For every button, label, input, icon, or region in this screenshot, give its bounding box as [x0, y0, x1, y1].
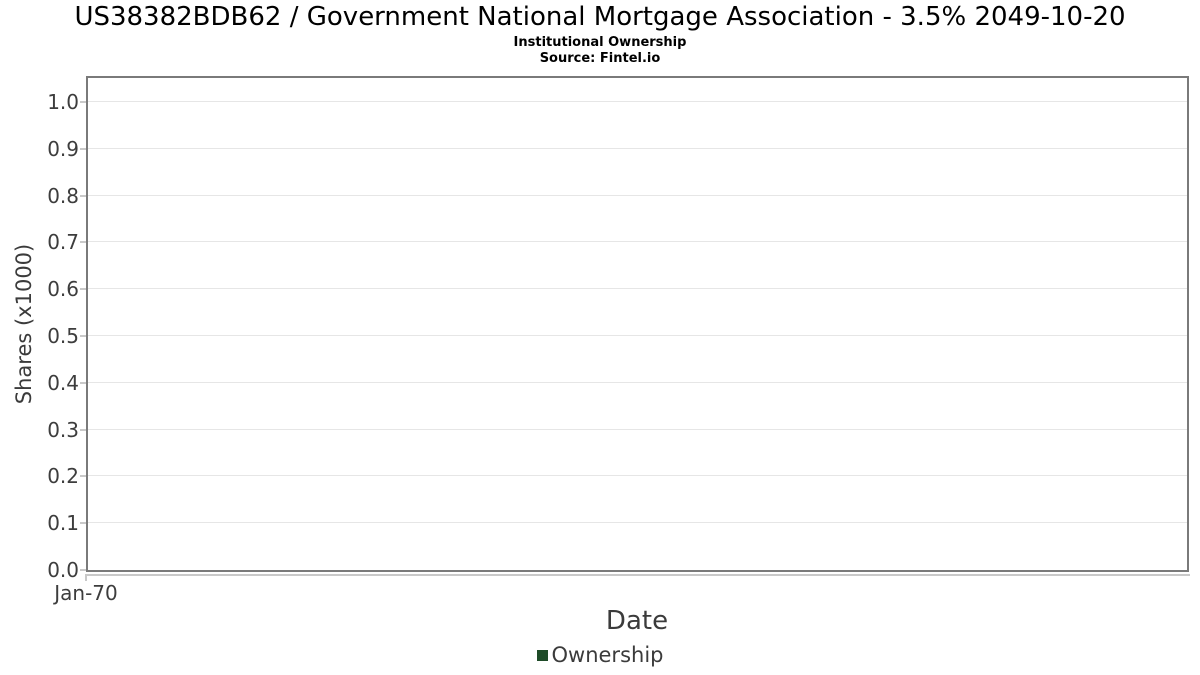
- y-tick-mark: [80, 335, 86, 337]
- y-tick-label: 0.5: [47, 324, 79, 348]
- y-gridline: [88, 382, 1187, 383]
- x-tick-label: Jan-70: [54, 581, 118, 605]
- y-gridline: [88, 101, 1187, 102]
- y-tick-mark: [80, 148, 86, 150]
- y-tick-mark: [80, 475, 86, 477]
- y-gridline: [88, 241, 1187, 242]
- y-tick-label: 0.8: [47, 184, 79, 208]
- legend: Ownership: [0, 645, 1200, 666]
- legend-label: Ownership: [551, 643, 664, 667]
- plot-area: 0.0 0.1 0.2 0.3 0.4 0.5 0.6 0.7 0.8 0.9 1.0: [47, 76, 1189, 580]
- y-tick-mark: [80, 522, 86, 524]
- y-tick-mark: [80, 429, 86, 431]
- y-tick-label: 0.1: [47, 511, 79, 535]
- chart-source-note: Source: Fintel.io: [539, 51, 661, 66]
- y-tick-mark: [80, 569, 86, 571]
- y-axis-title: Shares (x1000): [12, 243, 36, 405]
- y-gridline: [88, 475, 1187, 476]
- y-tick-label: 0.9: [47, 137, 79, 161]
- y-tick-mark: [80, 195, 86, 197]
- y-gridline: [88, 429, 1187, 430]
- x-axis-title: Date: [605, 606, 669, 636]
- x-axis-line: [85, 574, 1190, 576]
- y-tick-label: 1.0: [47, 90, 79, 114]
- y-gridline: [88, 148, 1187, 149]
- legend-marker-square-icon: [536, 650, 548, 661]
- y-tick-mark: [80, 241, 86, 243]
- y-gridline: [88, 335, 1187, 336]
- y-tick-mark: [80, 288, 86, 290]
- y-tick-label: 0.7: [47, 230, 79, 254]
- y-tick-label: 0.3: [47, 418, 79, 442]
- y-tick-label: 0.4: [47, 371, 79, 395]
- y-tick-label: 0.0: [47, 558, 79, 582]
- chart-title: US38382BDB62 / Government National Mortg…: [74, 2, 1126, 32]
- y-gridline: [88, 522, 1187, 523]
- chart-subtitle: Institutional Ownership: [513, 35, 687, 50]
- y-gridline: [88, 195, 1187, 196]
- y-tick-mark: [80, 382, 86, 384]
- y-tick-label: 0.2: [47, 464, 79, 488]
- legend-item-ownership[interactable]: Ownership: [536, 643, 664, 667]
- y-tick-mark: [80, 101, 86, 103]
- y-gridline: [88, 288, 1187, 289]
- x-tick-mark: [85, 574, 87, 581]
- y-tick-label: 0.6: [47, 277, 79, 301]
